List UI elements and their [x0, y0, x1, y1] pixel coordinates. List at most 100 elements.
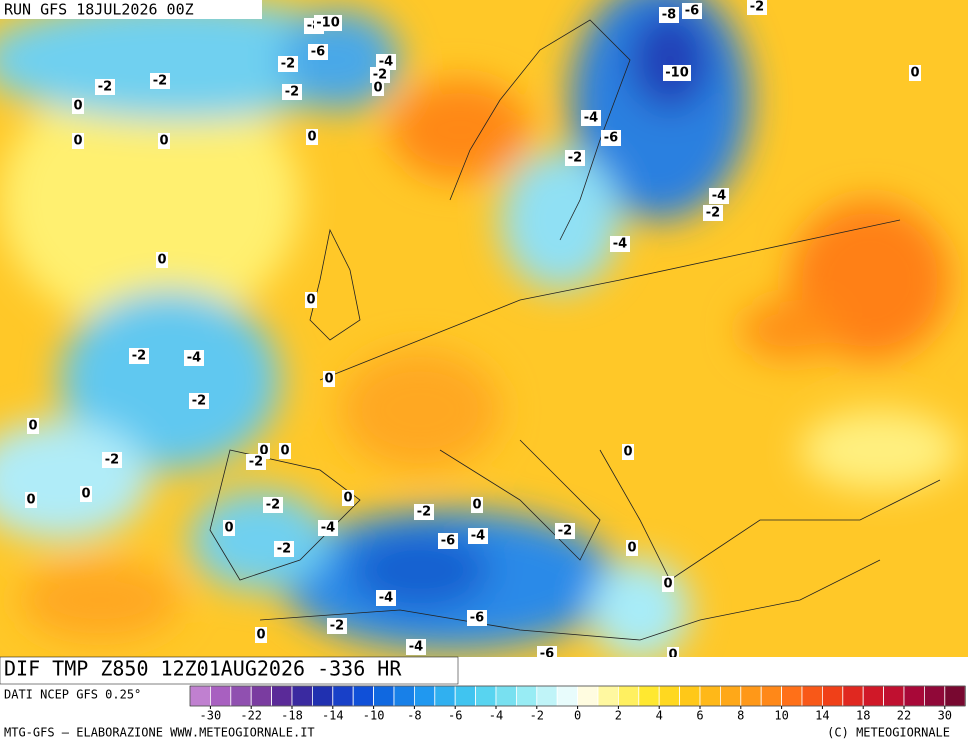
contour-label: 0 [157, 253, 166, 268]
colorbar-swatch [883, 685, 905, 707]
contour-label: -2 [706, 206, 720, 221]
contour-label-bg [471, 497, 483, 513]
contour-label: 0 [159, 134, 168, 149]
colorbar-swatch [781, 685, 803, 707]
colorbar-tick-label: -4 [489, 709, 503, 723]
colorbar-swatch [944, 685, 966, 707]
copyright-label: (C) METEOGIORNALE [827, 726, 950, 740]
contour-label: 0 [81, 487, 90, 502]
contour-label-bg [565, 150, 585, 166]
colorbar-tick-label: 4 [656, 709, 663, 723]
colorbar-tick-label: 10 [774, 709, 788, 723]
colorbar-swatch [495, 685, 517, 707]
contour-label-bg [158, 133, 170, 149]
contour-label: -6 [470, 611, 484, 626]
contour-label: -6 [441, 534, 455, 549]
contour-label: 0 [668, 648, 677, 663]
contour-label-bg [102, 452, 122, 468]
contour-label: -4 [712, 189, 726, 204]
source-label: DATI NCEP GFS 0.25° [4, 688, 141, 702]
contour-label-bg [150, 73, 170, 89]
coast-north [319, 219, 901, 381]
contour-label-bg [682, 3, 702, 19]
product-box [0, 656, 459, 685]
colorbar-tick-label: 22 [897, 709, 911, 723]
contour-label-bg [747, 0, 767, 15]
contour-label-bg [72, 98, 84, 114]
contour-label: -2 [568, 151, 582, 166]
contour-label-bg [308, 44, 328, 60]
colorbar-swatch [822, 685, 844, 707]
contour-label-bg [318, 520, 338, 536]
contour-label-bg [438, 533, 458, 549]
contour-label: -4 [321, 521, 335, 536]
colorbar-swatch [679, 685, 701, 707]
contour-label-bg [282, 84, 302, 100]
contour-label: 0 [224, 521, 233, 536]
contour-label-bg [25, 492, 37, 508]
contour-label: -2 [285, 85, 299, 100]
contour-label: -10 [316, 16, 340, 31]
map: -8-10-6-2-4-20-2-2-20000-8-6-2-100-4-6-2… [0, 0, 968, 663]
contour-label: -2 [105, 453, 119, 468]
contour-label-bg [626, 540, 638, 556]
colorbar-tick-label: -2 [530, 709, 544, 723]
contour-label: 0 [663, 577, 672, 592]
contour-label: -2 [558, 524, 572, 539]
contour-label-bg [80, 486, 92, 502]
contour-label: -6 [604, 131, 618, 146]
colorbar-tick-label: 30 [938, 709, 952, 723]
contour-label: 0 [28, 419, 37, 434]
contour-label: -4 [187, 351, 201, 366]
contour-label-bg [376, 590, 396, 606]
contour-label: -8 [662, 8, 676, 23]
contour-label-bg [306, 129, 318, 145]
contour-label: -2 [330, 619, 344, 634]
colorbar-swatch [454, 685, 477, 707]
contour-label-bg [279, 443, 291, 459]
colorbar-swatch [740, 685, 762, 707]
colorbar-tick-label: -10 [363, 709, 385, 723]
contour-label: 0 [73, 99, 82, 114]
contour-label-bg [662, 576, 674, 592]
contour-label-bg [305, 292, 317, 308]
colorbar-tick-label: 0 [574, 709, 581, 723]
contour-label: 0 [307, 130, 316, 145]
contour-label: 0 [373, 81, 382, 96]
contour-label-bg [468, 528, 488, 544]
colorbar-swatch [597, 685, 619, 707]
contour-label: -6 [685, 4, 699, 19]
contour-label-bg [263, 497, 283, 513]
colorbar-tick-label: -14 [322, 709, 344, 723]
contour-label: 0 [343, 491, 352, 506]
contour-label: -2 [132, 349, 146, 364]
contour-label: -10 [665, 66, 689, 81]
contour-label: -4 [409, 640, 423, 655]
africa-coast [259, 559, 881, 641]
contour-label: 0 [910, 66, 919, 81]
colorbar-tick-label: 14 [815, 709, 829, 723]
contour-label-bg [156, 252, 168, 268]
contour-label-bg [95, 79, 115, 95]
colorbar-swatch [556, 685, 579, 707]
colorbar-swatch [760, 685, 783, 707]
contour-label-bg [601, 130, 621, 146]
colorbar-swatch [536, 685, 558, 707]
contour-label-bg [255, 627, 267, 643]
contour-label-bg [581, 110, 601, 126]
iberia-coast [209, 449, 361, 581]
colorbar-swatch [332, 685, 354, 707]
italy-coast [439, 439, 601, 561]
header-box [0, 0, 262, 19]
contour-label: 0 [306, 293, 315, 308]
contour-label-bg [622, 444, 634, 460]
colorbar-tick-label: -8 [407, 709, 421, 723]
colorbar-swatch [658, 685, 681, 707]
colorbar-swatch [373, 685, 395, 707]
contour-label-bg [703, 205, 723, 221]
colorbar-tick-label: -30 [200, 709, 222, 723]
temperature-field [0, 0, 960, 660]
contour-label-bg [323, 371, 335, 387]
colorbar-swatch [393, 685, 415, 707]
contour-label-bg [246, 454, 266, 470]
